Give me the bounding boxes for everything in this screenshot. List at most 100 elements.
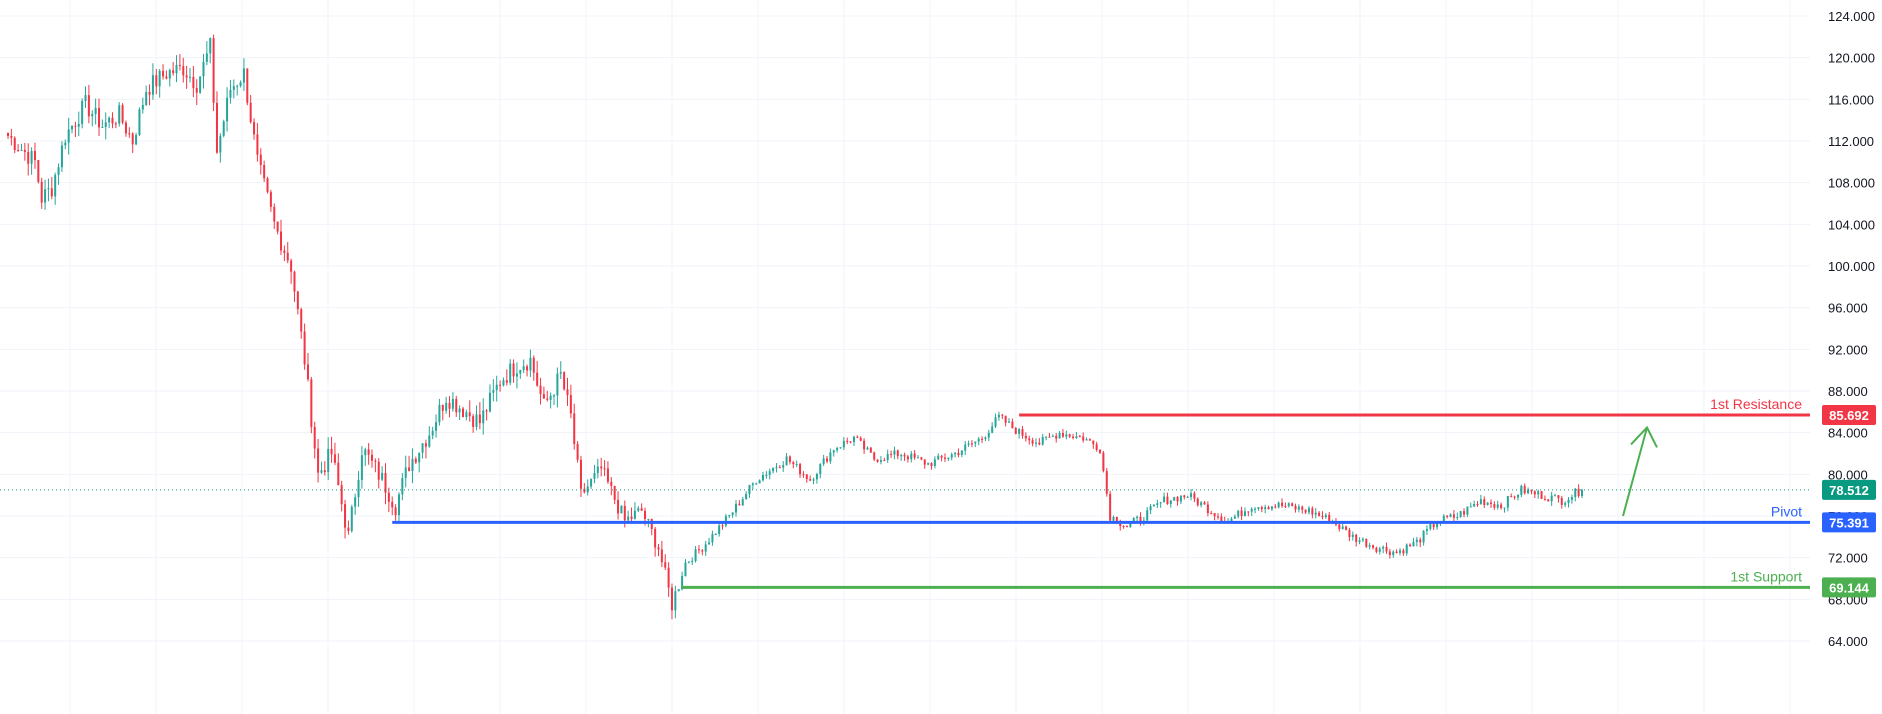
candle-body <box>721 525 724 527</box>
candle-body <box>1193 493 1196 499</box>
candle-body <box>1513 496 1516 498</box>
candle-body <box>357 479 360 498</box>
candle-body <box>900 454 903 457</box>
candle-body <box>1152 504 1155 507</box>
candle-body <box>239 82 242 86</box>
candle-body <box>1109 493 1112 521</box>
candle-body <box>1372 545 1375 548</box>
candle-body <box>293 271 296 292</box>
candle-body <box>1281 502 1284 506</box>
candle-body <box>428 435 431 447</box>
candle-body <box>991 426 994 433</box>
candle-body <box>974 441 977 444</box>
candle-body <box>593 473 596 479</box>
candle-body <box>273 206 276 222</box>
resistance-badge <box>1822 405 1876 426</box>
candle-body <box>215 102 218 153</box>
candle-body <box>1436 523 1439 528</box>
candle-body <box>256 134 259 155</box>
candle-body <box>1213 513 1216 517</box>
candle-body <box>943 457 946 459</box>
candle-body <box>1456 517 1459 519</box>
candle-body <box>492 390 495 393</box>
candle-body <box>1388 551 1391 556</box>
candle-body <box>414 458 417 463</box>
candle-body <box>718 525 721 535</box>
candle-body <box>1031 440 1034 444</box>
candle-body <box>1028 438 1031 441</box>
candle-body <box>738 503 741 506</box>
candle-body <box>87 95 90 117</box>
candle-body <box>1179 495 1182 502</box>
candle-body <box>242 68 245 83</box>
candle-body <box>1237 510 1240 517</box>
candle-body <box>920 457 923 460</box>
candle-body <box>822 458 825 465</box>
candle-body <box>168 70 171 79</box>
candle-body <box>488 392 491 412</box>
support-label: 1st Support <box>1730 568 1802 584</box>
candle-body <box>374 460 377 462</box>
candle-body <box>563 372 566 390</box>
candle-body <box>1206 504 1209 514</box>
candle-body <box>1355 534 1358 542</box>
candle-body <box>128 133 131 135</box>
y-tick-label: 108.000 <box>1828 176 1875 191</box>
candle-body <box>344 504 347 528</box>
candle-body <box>526 366 529 371</box>
candle-body <box>458 408 461 413</box>
candle-body <box>158 70 161 87</box>
candle-body <box>303 331 306 365</box>
candle-body <box>886 454 889 461</box>
candle-body <box>1560 498 1563 505</box>
candle-body <box>424 443 427 447</box>
candle-body <box>1048 436 1051 438</box>
candle-body <box>259 154 262 165</box>
candle-body <box>650 519 653 529</box>
price-axis[interactable]: 124.000 120.000 116.000 112.000 108.000 104.0… <box>1822 9 1876 649</box>
candle-body <box>182 66 185 76</box>
candle-body <box>1547 499 1550 502</box>
candle-body <box>1500 504 1503 508</box>
candle-body <box>788 456 791 463</box>
candle-body <box>472 416 475 427</box>
candle-body <box>852 436 855 443</box>
candle-body <box>802 474 805 476</box>
candle-body <box>57 167 60 175</box>
candle-body <box>1463 511 1466 515</box>
candle-body <box>1486 502 1489 505</box>
candle-body <box>1419 539 1422 543</box>
candle-body <box>279 231 283 251</box>
candle-body <box>606 468 609 482</box>
candle-body <box>246 68 249 103</box>
candle-body <box>333 454 336 463</box>
candle-body <box>418 452 421 463</box>
candle-body <box>917 457 920 459</box>
candle-body <box>1065 434 1068 437</box>
candle-body <box>1365 538 1368 547</box>
candle-body <box>893 450 896 455</box>
candle-body <box>337 462 340 486</box>
candle-body <box>1243 511 1246 517</box>
candle-body <box>1186 497 1189 499</box>
candle-body <box>697 549 700 551</box>
candle-body <box>310 379 313 427</box>
candle-body <box>815 474 818 480</box>
candle-body <box>1055 435 1058 439</box>
candle-body <box>950 454 953 458</box>
candle-body <box>384 472 387 493</box>
candle-body <box>1216 516 1220 518</box>
candle-body <box>923 459 926 465</box>
up-arrow-icon <box>1630 425 1658 448</box>
candle-body <box>367 449 370 455</box>
candle-body <box>1318 512 1321 516</box>
candle-body <box>509 363 512 383</box>
candle-body <box>101 126 104 128</box>
pivot-badge <box>1822 512 1876 533</box>
candle-body <box>1429 524 1432 529</box>
candle-body <box>1011 421 1014 428</box>
candle-body <box>1466 506 1469 515</box>
candle-body <box>573 413 576 444</box>
